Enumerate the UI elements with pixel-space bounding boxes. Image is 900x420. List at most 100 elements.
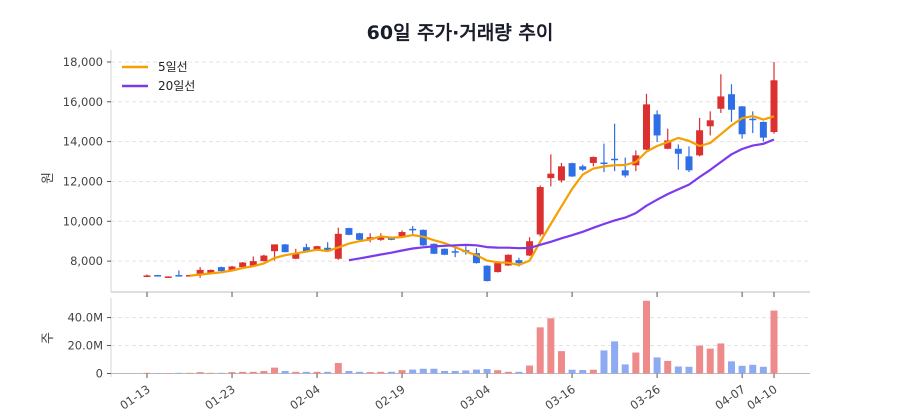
- volume-bar: [696, 345, 704, 374]
- ma5-line: [189, 114, 775, 277]
- x-tick-label: 02-19: [372, 382, 407, 413]
- candle-body: [313, 246, 321, 251]
- volume-bar: [164, 373, 172, 374]
- volume-bar: [186, 372, 194, 374]
- candle-body: [377, 236, 385, 240]
- volume-bar: [334, 363, 342, 374]
- volume-bar: [387, 371, 395, 374]
- candle-body: [271, 244, 279, 252]
- x-tick-label: 03-16: [542, 382, 577, 413]
- candle-body: [557, 166, 565, 181]
- price-tick-label: 8,000: [70, 254, 103, 268]
- candle-body: [611, 158, 619, 161]
- candle-body: [324, 247, 332, 252]
- candle-body: [642, 104, 650, 150]
- chart-title: 60일 주가·거래량 추이: [367, 22, 554, 44]
- volume-bar: [409, 369, 417, 374]
- volume-bar: [738, 365, 746, 374]
- x-tick-label: 01-23: [202, 382, 237, 413]
- volume-bar: [706, 348, 714, 374]
- candle-body: [164, 276, 172, 278]
- volume-tick-label: 0: [96, 367, 103, 381]
- candle-body: [579, 166, 587, 170]
- candle-body: [441, 248, 449, 255]
- moving-average-lines: [189, 114, 775, 277]
- candle-body: [345, 228, 353, 235]
- candle-body: [759, 121, 767, 138]
- candle-body: [717, 96, 725, 109]
- volume-tick-label: 20.0M: [67, 339, 103, 353]
- candle-body: [536, 187, 544, 235]
- candle-body: [207, 269, 215, 274]
- volume-bar: [419, 368, 427, 374]
- volume-bar: [175, 372, 183, 374]
- axes: 8,000 10,000 12,000 14,000 16,000 18,000 0 20.0…: [63, 50, 810, 413]
- candle-body: [770, 80, 778, 133]
- volume-bar: [494, 370, 502, 374]
- candle-body: [621, 170, 629, 176]
- x-tick-label: 01-13: [117, 382, 152, 413]
- candle-body: [504, 254, 512, 266]
- price-tick-label: 10,000: [63, 214, 103, 228]
- price-tick-label: 12,000: [63, 174, 103, 188]
- price-tick-label: 16,000: [63, 95, 103, 109]
- candle-body: [249, 261, 257, 266]
- candle-body: [664, 140, 672, 149]
- volume-bar: [154, 373, 162, 374]
- volume-bar: [143, 372, 151, 374]
- legend-label-ma20: 20일선: [158, 79, 195, 93]
- candle-body: [186, 275, 194, 277]
- volume-bar: [260, 370, 268, 374]
- volume-bar: [366, 372, 374, 374]
- candle-body: [685, 156, 693, 171]
- volume-bar: [207, 372, 215, 374]
- volume-tick-label: 40.0M: [67, 311, 103, 325]
- x-tick-label: 03-04: [457, 382, 492, 413]
- candle-body: [472, 253, 480, 264]
- volume-bar: [632, 352, 640, 374]
- candle-body: [632, 155, 640, 166]
- candle-body: [430, 243, 438, 254]
- volume-bar: [600, 350, 608, 374]
- volume-bar: [589, 369, 597, 374]
- candle-body: [292, 253, 300, 259]
- candle-body: [483, 265, 491, 282]
- volume-bar: [228, 372, 236, 374]
- volume-bar: [621, 364, 629, 374]
- candle-body: [409, 228, 417, 231]
- volume-bar: [462, 370, 470, 374]
- candle-body: [568, 163, 576, 177]
- volume-bar: [611, 341, 619, 374]
- legend-label-ma5: 5일선: [158, 60, 188, 74]
- volume-bar: [398, 370, 406, 374]
- volume-bar: [674, 366, 682, 374]
- candle-body: [600, 162, 608, 165]
- volume-bar: [441, 370, 449, 374]
- price-tick-label: 14,000: [63, 135, 103, 149]
- x-tick-label: 03-26: [627, 382, 662, 413]
- ma20-line: [348, 138, 775, 262]
- volume-bar: [759, 366, 767, 374]
- volume-bar: [324, 371, 332, 374]
- candle-body: [398, 232, 406, 237]
- candle-body: [217, 267, 225, 272]
- volume-bar: [579, 370, 587, 374]
- candle-body: [356, 233, 364, 240]
- price-axis-label: 원: [41, 172, 56, 184]
- candle-body: [175, 275, 183, 277]
- candle-body: [515, 260, 523, 264]
- volume-bar: [642, 300, 650, 374]
- volume-bar: [526, 365, 534, 374]
- volume-bar: [664, 360, 672, 374]
- candle-body: [260, 255, 268, 262]
- volume-bar: [451, 370, 459, 374]
- candle-body: [696, 130, 704, 156]
- volume-bar: [302, 371, 310, 374]
- volume-bar: [547, 318, 555, 374]
- volume-bar: [717, 343, 725, 374]
- volume-bar: [749, 364, 757, 374]
- x-tick-label: 04-10: [744, 382, 779, 413]
- volume-bar: [483, 369, 491, 374]
- volume-axis-label: 주: [41, 332, 56, 344]
- volume-bar: [281, 370, 289, 374]
